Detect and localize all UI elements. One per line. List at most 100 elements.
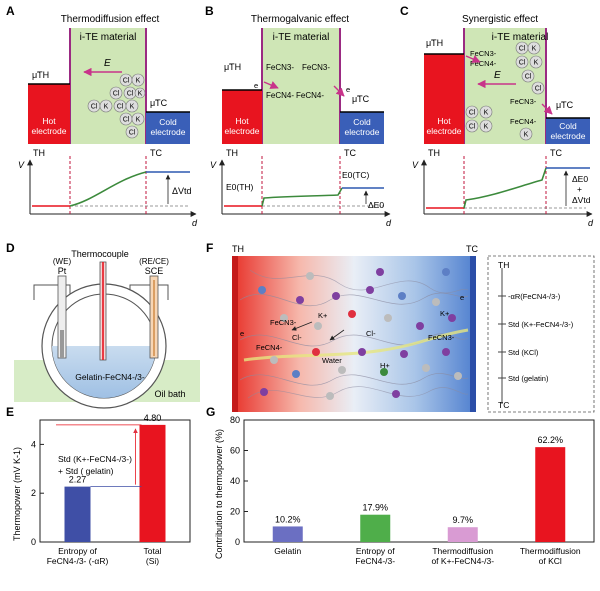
panel-letter-f: F [206,241,213,255]
v-axis-label: V [412,160,419,170]
cold-electrode-label-1: Cold [353,117,371,127]
svg-text:K: K [104,104,109,111]
legend-box [487,255,595,413]
hot-plate [232,256,238,412]
hot-electrode-label-1: Hot [437,116,451,126]
hot-electrode [424,54,464,144]
hot-electrode [28,84,70,144]
thermocouple-label: Thermocouple [71,249,129,259]
g-y-tick-label-1: 20 [230,507,240,517]
label-k: K+ [318,311,328,320]
cold-electrode [146,112,190,144]
e-y-tick-label-0: 0 [31,537,36,547]
svg-text:Cl: Cl [525,74,532,81]
panel-b-title: Thermogalvanic effect [251,14,349,25]
voltage-curve [69,171,147,207]
d-axis-label: d [386,218,392,228]
species-feccn3-hot: FeCN3- [266,63,294,72]
svg-text:Cl: Cl [123,78,130,85]
e-y-tick-label-2: 4 [31,439,36,449]
e-y-tick-label-1: 2 [31,488,36,498]
panel-c: C Synergistic effect i-TE material Hot e… [400,4,594,228]
svg-text:K: K [130,104,135,111]
species-fecn4-hot: FeCN4- [266,91,294,100]
mu-th-label: μ̃TH [224,62,241,72]
delta-vtd-label: ΔVtd [172,186,192,196]
svg-text:Cl: Cl [519,46,526,53]
g-y-tick-label-3: 60 [230,446,240,456]
g-category-label-1-0: Entropy of [356,546,395,556]
svg-text:Cl: Cl [469,124,476,131]
v-axis-label: V [210,160,217,170]
g-category-label-0-0: Gelatin [274,546,301,556]
hot-electrode-label-2: electrode [427,126,462,136]
plus-label: + [577,184,582,194]
label-h: H+ [380,361,390,370]
cold-electrode-label-1: Cold [559,121,577,131]
e-annotation-2: + Std ( gelatin) [58,466,114,476]
legend-tc: TC [498,400,509,410]
g-category-label-3-0: Thermodiffusion [520,546,581,556]
label-water: Water [322,356,342,365]
e-category-label-1-1: (Si) [146,556,159,566]
panel-letter-c: C [400,4,409,18]
cold-plate [470,256,476,412]
legend-th: TH [498,260,509,270]
g-bar-value-1: 17.9% [362,503,388,513]
hot-electrode-label-1: Hot [42,116,56,126]
panel-d: D Thermocouple (WE) Pt (RE/CE) SCE Gelat… [6,241,200,409]
cold-electrode [546,118,590,144]
mu-tc-label: μ̃TC [352,94,370,104]
panel-a: A Thermodiffusion effect i-TE material H… [6,4,198,228]
pt-label: Pt [58,266,67,276]
th-label: TH [226,148,238,158]
svg-text:K: K [484,124,489,131]
legend-std-kcl: Std (KCl) [508,348,539,357]
g-y-tick-label-2: 40 [230,476,240,486]
cold-electrode-label-2: electrode [551,131,586,141]
e-category-label-0-1: FeCN4-/3- (-αR) [47,556,109,566]
panel-f: F TH TC [206,241,595,413]
sce-label: SCE [145,266,164,276]
rece-label: (RE/CE) [139,257,169,266]
hot-electrode [222,90,262,144]
g-y-ticks: 0 20 40 60 80 [230,415,248,547]
g-bar-2 [447,527,478,542]
g-category-label-3-1: of KCl [539,556,562,566]
label-fecn3-right: FeCN3- [428,333,455,342]
ion-cluster: Cl K Cl Cl K Cl K Cl K Cl K Cl [87,73,146,139]
cold-electrode [340,112,384,144]
delta-vtd-label: ΔVtd [572,195,591,205]
mu-tc-label: μ̃TC [556,100,574,110]
g-bar-value-2: 9.7% [452,515,473,525]
e-plot-frame [39,419,191,543]
panel-c-title: Synergistic effect [462,14,538,25]
th-label: TH [33,148,45,158]
svg-text:Cl: Cl [519,60,526,67]
e-bar-value-1: 4.80 [144,413,162,423]
g-bar-value-3: 62.2% [537,435,563,445]
field-label: E [494,70,501,81]
hot-electrode-label-2: electrode [32,126,67,136]
th-label: TH [232,244,244,254]
g-category-label-2-1: of K+-FeCN4-/3- [431,556,494,566]
gel-label: Gelatin-FeCN4-/3- [75,372,145,382]
svg-text:Cl: Cl [117,104,124,111]
g-y-axis-label: Contribution to thermopower (%) [214,429,224,559]
electron-label: e [254,81,258,90]
svg-text:FeCN4-: FeCN4- [510,117,537,126]
voltage-curve [261,187,343,207]
panel-e: E Thermopower (mV K-1) 0 2 4 2.27 4.80 Entr… [6,405,191,566]
e-y-axis-label: Thermopower (mV K-1) [12,447,22,541]
svg-text:FeCN3-: FeCN3- [510,97,537,106]
panel-b: B Thermogalvanic effect i-TE material Ho… [205,4,392,228]
svg-text:K: K [136,78,141,85]
mu-tc-label: μ̃TC [150,98,168,108]
g-y-tick-label-0: 0 [235,537,240,547]
ion-cluster: Cl K Cl K Cl Cl Cl K Cl K K [465,41,545,141]
label-fecn3-left: FeCN3- [270,318,297,327]
e-bar-value-0: 2.27 [69,475,87,485]
tc-label: TC [344,148,356,158]
